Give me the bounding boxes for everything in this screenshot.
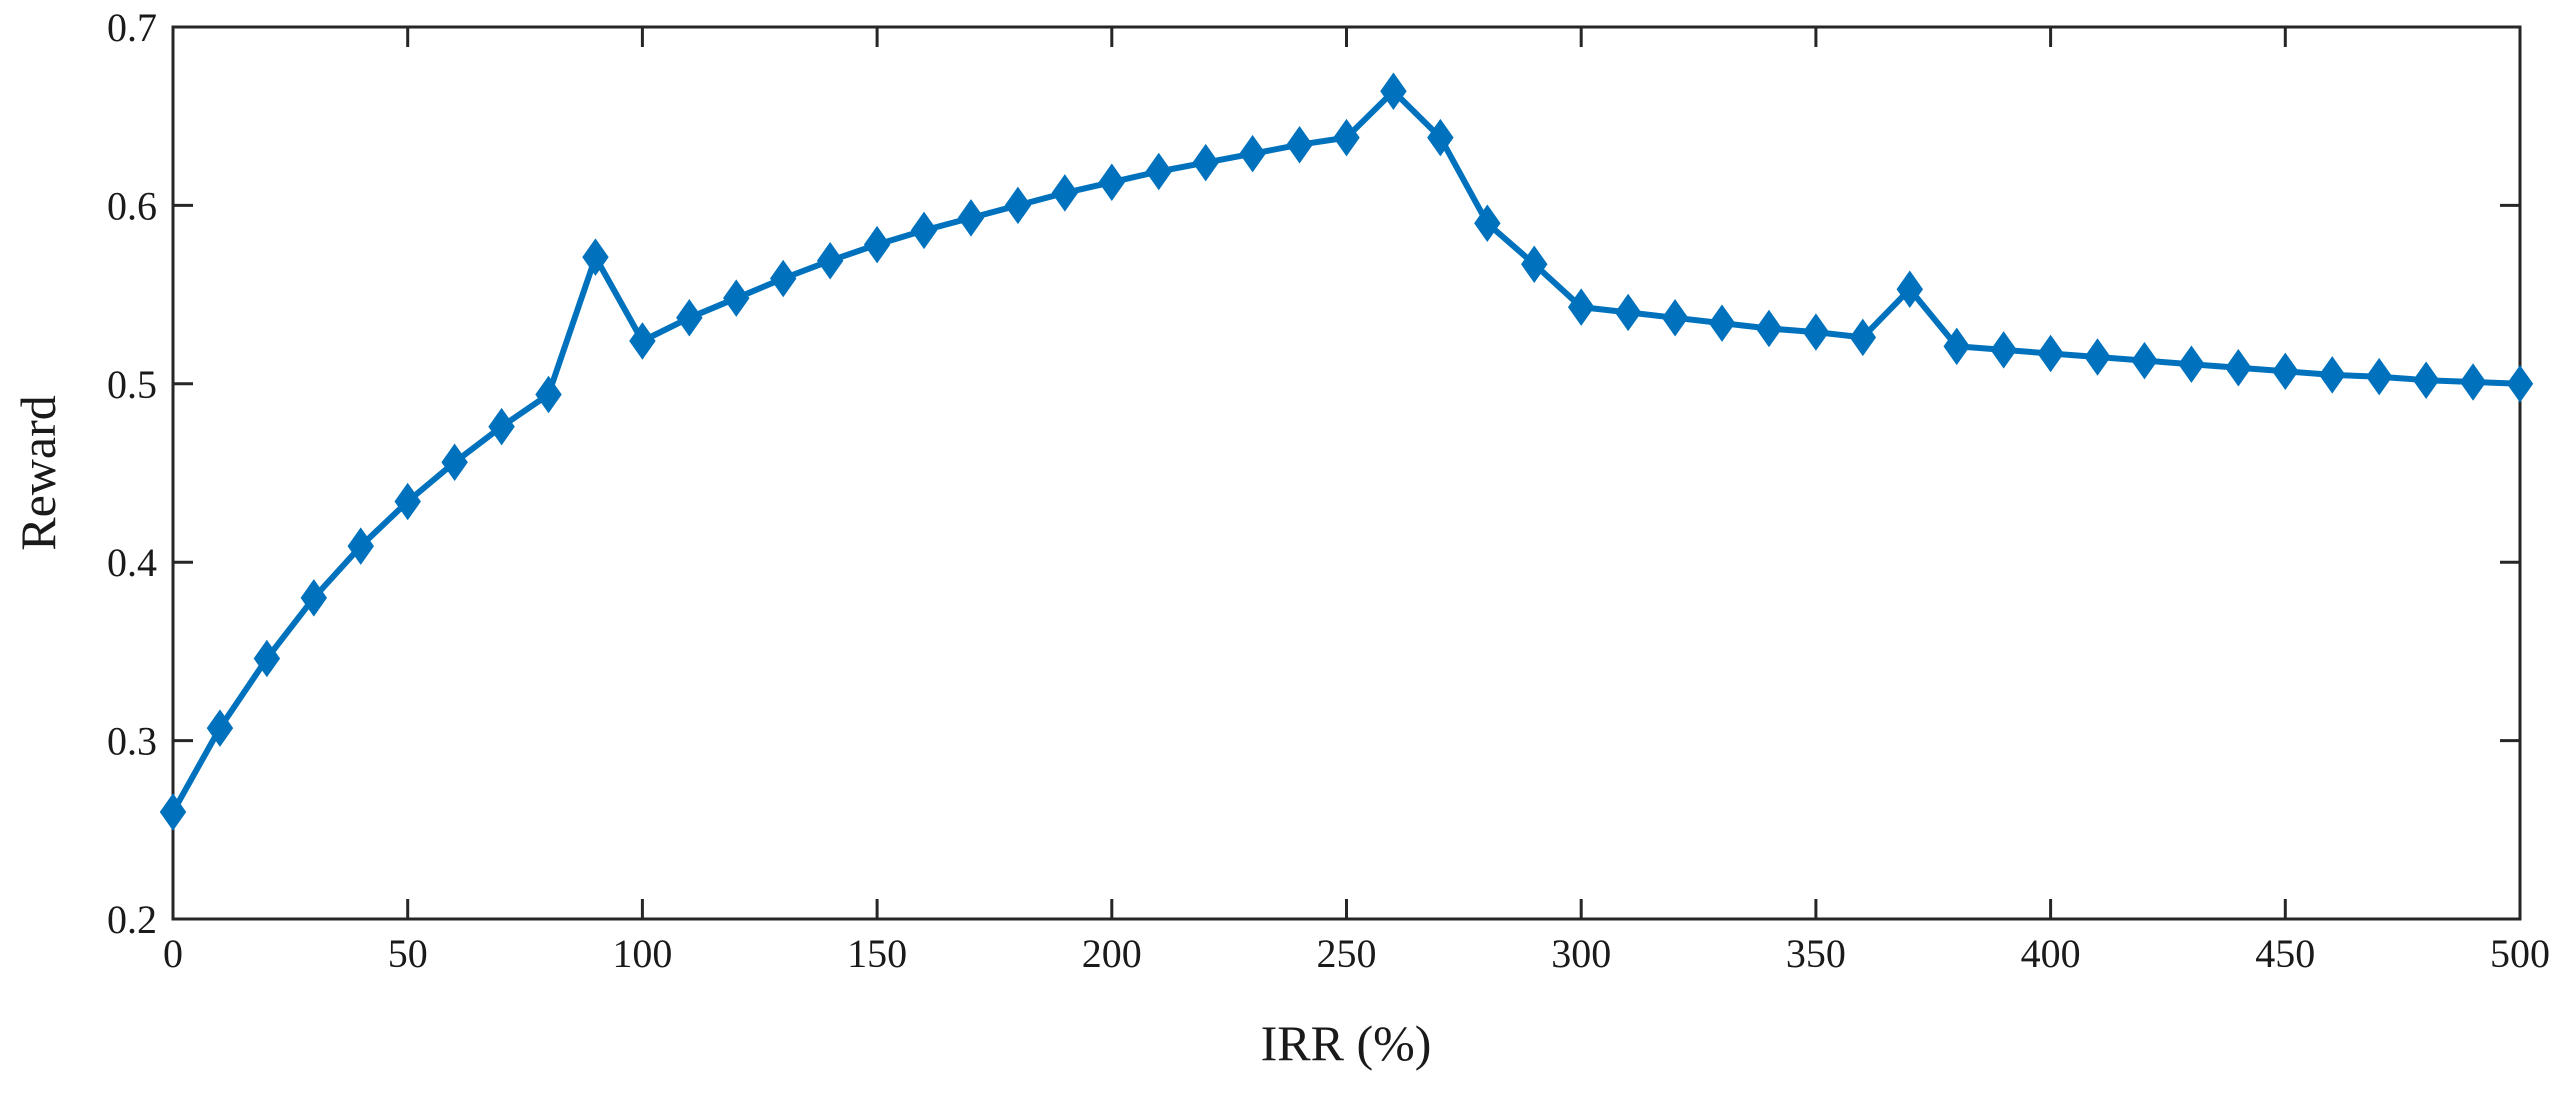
x-tick-label: 450	[2255, 931, 2315, 976]
x-tick-label: 100	[612, 931, 672, 976]
data-point-marker	[676, 299, 703, 337]
data-point-marker	[1427, 118, 1454, 157]
data-point-marker	[816, 241, 844, 280]
data-point-marker	[2365, 357, 2393, 396]
data-point-marker	[1567, 288, 1595, 326]
data-point-marker	[1051, 174, 1079, 212]
data-point-marker	[2084, 338, 2111, 376]
y-tick-label: 0.6	[107, 183, 157, 228]
data-point-marker	[957, 199, 985, 237]
data-point-marker	[1474, 204, 1501, 242]
y-tick-label: 0.7	[107, 5, 157, 50]
series-markers	[159, 72, 2534, 831]
data-point-marker	[1614, 293, 1642, 332]
x-tick-label: 150	[847, 931, 907, 976]
data-point-marker	[535, 375, 562, 414]
data-point-marker	[2506, 365, 2534, 403]
data-point-marker	[2178, 345, 2205, 383]
data-point-marker	[863, 225, 891, 264]
data-point-marker	[1896, 270, 1924, 308]
x-tick-label: 500	[2490, 931, 2550, 976]
data-point-marker	[300, 579, 328, 617]
data-point-marker	[1192, 143, 1219, 182]
data-point-marker	[1286, 126, 1313, 164]
data-point-marker	[1755, 309, 1783, 348]
data-point-marker	[629, 322, 656, 360]
data-point-marker	[1004, 186, 1032, 225]
data-point-marker	[1521, 245, 1548, 284]
x-tick-label: 250	[1317, 931, 1377, 976]
y-tick-label: 0.4	[107, 540, 157, 585]
data-point-marker	[394, 482, 421, 521]
data-point-marker	[1990, 331, 2017, 369]
data-point-marker	[2459, 363, 2487, 401]
data-point-marker	[2272, 352, 2299, 391]
data-point-marker	[910, 211, 938, 250]
data-point-marker	[347, 527, 374, 565]
x-tick-labels: 0 50 100 150 200 250 300 350 400 450 500	[163, 931, 2550, 976]
axis-ticks	[171, 25, 2522, 921]
x-tick-label: 50	[388, 931, 428, 976]
x-tick-label: 0	[163, 931, 183, 976]
data-point-marker	[253, 639, 281, 678]
data-point-marker	[1145, 152, 1172, 191]
data-point-marker	[2037, 334, 2064, 373]
data-point-marker	[1943, 327, 1970, 366]
data-point-marker	[1380, 72, 1407, 110]
x-tick-label: 200	[1082, 931, 1142, 976]
x-tick-label: 400	[2021, 931, 2081, 976]
data-point-marker	[2131, 341, 2158, 380]
data-point-marker	[2412, 361, 2440, 399]
x-tick-label: 350	[1786, 931, 1846, 976]
data-point-marker	[769, 259, 797, 298]
data-point-marker	[159, 793, 187, 831]
data-point-marker	[488, 407, 515, 446]
data-point-marker	[1849, 318, 1877, 357]
y-tick-label: 0.3	[107, 719, 157, 764]
y-tick-labels: 0.2 0.3 0.4 0.5 0.6 0.7	[107, 5, 157, 942]
data-point-marker	[723, 279, 750, 317]
data-point-marker	[1239, 134, 1266, 173]
data-point-marker	[1661, 299, 1689, 337]
data-point-marker	[582, 238, 609, 276]
data-point-marker	[206, 709, 234, 747]
y-axis-label: Reward	[10, 395, 66, 551]
data-point-marker	[1333, 118, 1360, 157]
y-tick-label: 0.5	[107, 362, 157, 407]
x-axis-label: IRR (%)	[1261, 1015, 1432, 1071]
data-point-marker	[1802, 313, 1830, 351]
y-tick-label: 0.2	[107, 897, 157, 942]
data-point-marker	[441, 443, 468, 482]
data-point-marker	[1708, 304, 1736, 342]
data-point-marker	[2225, 349, 2252, 387]
x-tick-label: 300	[1551, 931, 1611, 976]
data-point-marker	[2319, 356, 2346, 394]
data-point-marker	[1098, 163, 1126, 201]
